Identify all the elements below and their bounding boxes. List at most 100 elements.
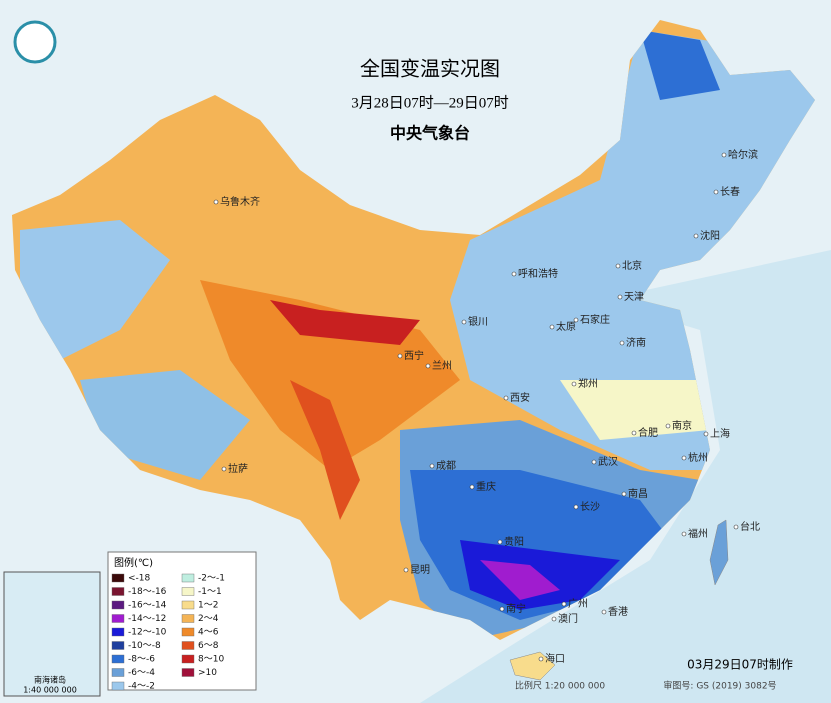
- city-label: 沈阳: [700, 229, 720, 242]
- city-label: 乌鲁木齐: [220, 195, 260, 208]
- city-dot: [221, 466, 227, 472]
- city-label: 呼和浩特: [518, 268, 558, 280]
- field-hot-2: [290, 380, 360, 520]
- legend-swatch: [181, 614, 195, 623]
- city-label: 广州: [568, 598, 588, 610]
- made-time: 03月29日07时制作: [687, 658, 793, 672]
- legend-label: 1～2: [198, 601, 218, 611]
- legend-swatch: [181, 668, 195, 677]
- city-dot: [213, 199, 219, 205]
- city-dot: [713, 189, 719, 195]
- inset-box: [3, 571, 101, 697]
- city-label: 银川: [468, 315, 488, 328]
- inset-scale: 1:40 000 000: [23, 686, 77, 695]
- legend-label: -4～-2: [128, 682, 155, 692]
- city-dot: [469, 484, 475, 490]
- city-label: 杭州: [688, 451, 708, 464]
- legend-swatch: [181, 654, 195, 664]
- city-label: 澳门: [558, 612, 578, 625]
- field-south-coldest: [480, 560, 560, 600]
- legend-swatch: [181, 600, 195, 610]
- legend-swatch: [111, 587, 125, 596]
- city-dot: [571, 381, 577, 387]
- legend-label: -12～-10: [128, 628, 167, 638]
- city-dot: [503, 395, 509, 401]
- legend-label: -8～-6: [128, 655, 155, 665]
- legend-label: -16～-14: [128, 601, 167, 611]
- city-dot: [733, 524, 739, 530]
- city-label: 哈尔滨: [728, 148, 758, 161]
- city-label: 南京: [672, 419, 692, 432]
- city-label: 成都: [436, 460, 456, 472]
- city-label: 长沙: [580, 501, 600, 513]
- city-dot: [621, 491, 627, 497]
- legend-swatch: [111, 614, 125, 623]
- city-dot: [721, 152, 727, 158]
- city-dot: [429, 463, 435, 469]
- legend-label: 8～10: [198, 655, 224, 665]
- city-dot: [601, 609, 607, 615]
- field-northeast-cold: [640, 30, 720, 100]
- inset-title: 南海诸岛: [34, 675, 66, 685]
- city-dot: [703, 431, 709, 437]
- legend-label: -14～-12: [128, 614, 166, 624]
- city-dot: [499, 606, 505, 612]
- legend-label: -10～-8: [128, 641, 161, 651]
- city-label: 昆明: [410, 564, 430, 576]
- city-dot: [403, 567, 409, 573]
- legend-label: -18～-16: [128, 587, 167, 597]
- city-label: 福州: [688, 527, 708, 540]
- map-number: 审图号: GS (2019) 3082号: [663, 680, 776, 692]
- city-dot: [573, 317, 579, 323]
- city-label: 上海: [710, 427, 730, 440]
- city-label: 太原: [556, 320, 576, 333]
- city-label: 武汉: [598, 455, 618, 468]
- city-dot: [619, 340, 625, 346]
- city-dot: [497, 539, 503, 545]
- legend-swatch: [181, 573, 195, 583]
- legend-label: >10: [198, 668, 217, 678]
- city-dot: [693, 233, 699, 239]
- legend-swatch: [111, 573, 125, 583]
- legend-label: 2～4: [198, 614, 219, 624]
- city-label: 海口: [545, 652, 565, 665]
- city-dot: [615, 263, 621, 269]
- field-neutral: [560, 380, 710, 440]
- city-label: 西安: [510, 391, 530, 404]
- city-label: 天津: [624, 291, 644, 303]
- city-label: 北京: [622, 259, 642, 272]
- taiwan: [709, 519, 729, 586]
- city-label: 台北: [740, 520, 760, 533]
- legend-label: 4～6: [198, 628, 219, 638]
- city-label: 拉萨: [228, 462, 248, 475]
- subtitle: 3月28日07时—29日07时: [351, 94, 509, 111]
- city-dot: [511, 271, 517, 277]
- city-label: 西宁: [404, 349, 424, 362]
- city-dot: [549, 324, 555, 330]
- legend-swatch: [111, 654, 125, 664]
- field-tibet-cool: [80, 370, 250, 480]
- agency: 中央气象台: [390, 124, 470, 143]
- city-label: 石家庄: [580, 313, 610, 326]
- city-dot: [617, 294, 623, 300]
- sea: [420, 250, 831, 703]
- legend-swatch: [181, 587, 195, 596]
- city-label: 贵阳: [504, 535, 524, 548]
- scale: 比例尺 1:20 000 000: [515, 680, 605, 692]
- title: 全国变温实况图: [360, 57, 500, 81]
- city-label: 兰州: [432, 359, 452, 372]
- legend-swatch: [181, 641, 195, 650]
- hainan: [509, 651, 556, 681]
- city-label: 济南: [626, 336, 646, 349]
- city-dot: [591, 459, 597, 465]
- city-dot: [551, 616, 557, 622]
- legend-swatch: [111, 641, 125, 650]
- logo: [13, 20, 57, 64]
- legend-label: -2～-1: [198, 574, 225, 584]
- legend-swatch: [111, 668, 125, 677]
- legend-label: <-18: [128, 574, 151, 584]
- city-label: 长春: [720, 186, 740, 198]
- city-dot: [665, 423, 671, 429]
- legend-label: 6～8: [198, 641, 219, 651]
